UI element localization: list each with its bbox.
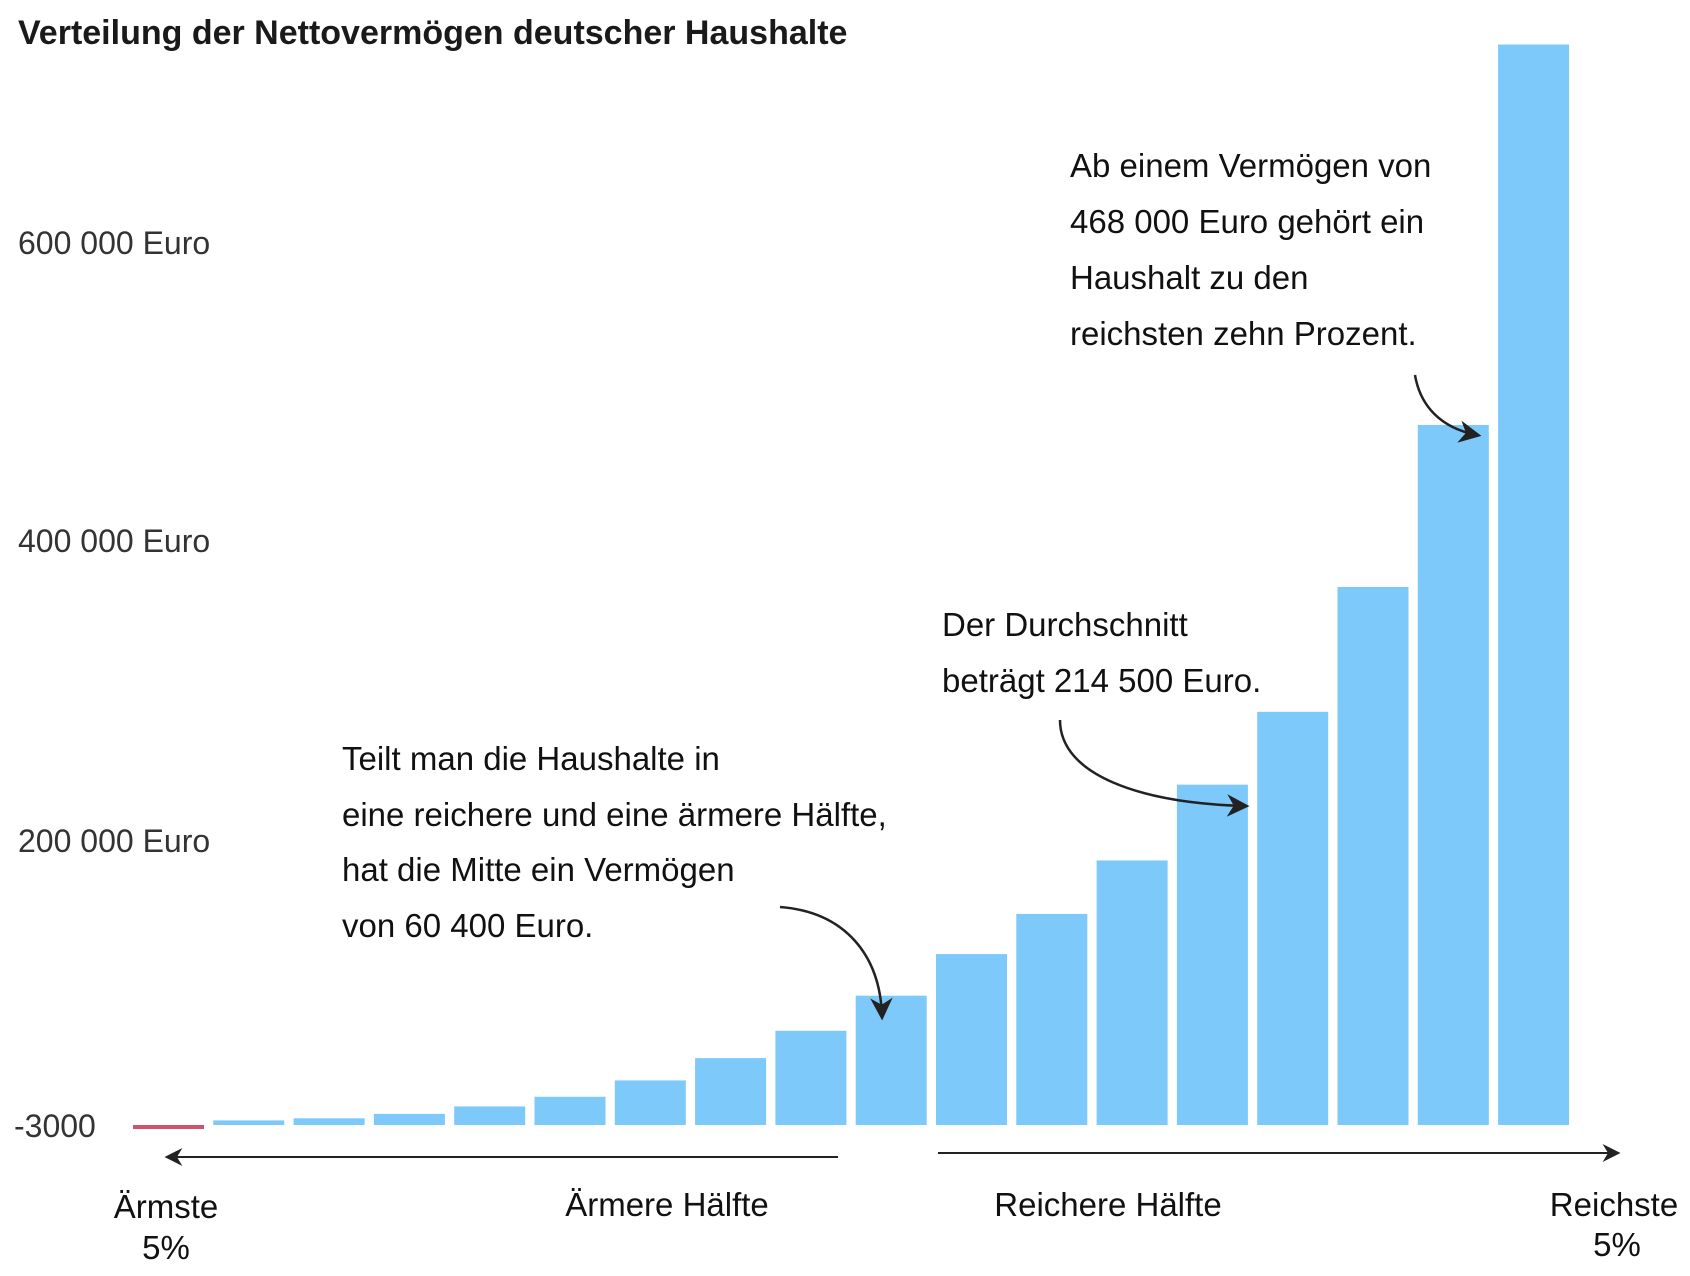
bar [373,1113,445,1125]
annotation-line: Haushalt zu den [1070,259,1309,296]
x-label-richest: 5% [1593,1226,1641,1263]
y-tick-label: 400 000 Euro [18,523,210,559]
bar [614,1080,686,1125]
bar [775,1030,847,1125]
x-label-poorest: Ärmste [114,1188,219,1225]
annotation-line: von 60 400 Euro. [342,907,593,944]
bar [855,995,927,1125]
bar [213,1120,285,1125]
annotation-line: hat die Mitte ein Vermögen [342,851,735,888]
y-tick-label: 200 000 Euro [18,823,210,859]
x-label-poorest: 5% [142,1229,190,1266]
x-label-poorer-half: Ärmere Hälfte [565,1186,769,1223]
bar [1016,913,1088,1125]
bar [1337,586,1409,1125]
annotation-line: Teilt man die Haushalte in [342,740,720,777]
bar [1176,784,1248,1125]
annotation-arrow [1413,374,1482,443]
annotation-arrow [1058,719,1250,817]
annotation-top10: Ab einem Vermögen von 468 000 Euro gehör… [1070,147,1482,443]
bar [1498,44,1570,1126]
bar [454,1106,526,1125]
annotation-line: beträgt 214 500 Euro. [942,662,1261,699]
bar [534,1096,606,1125]
annotation-line: Ab einem Vermögen von [1070,147,1431,184]
annotation-line: eine reichere und eine ärmere Hälfte, [342,796,887,833]
annotation-line: reichsten zehn Prozent. [1070,315,1417,352]
bar [1417,424,1489,1125]
annotation-mean: Der Durchschnitt beträgt 214 500 Euro. [942,606,1261,817]
y-tick-label: 600 000 Euro [18,225,210,261]
bar [1257,711,1329,1125]
annotation-arrow [779,905,893,1021]
x-label-richest: Reichste [1550,1186,1678,1223]
annotation-line: Der Durchschnitt [942,606,1188,643]
bar [293,1118,365,1125]
chart-title: Verteilung der Nettovermögen deutscher H… [18,14,847,52]
x-label-richer-half: Reichere Hälfte [994,1186,1221,1223]
annotation-median: Teilt man die Haushalte in eine reichere… [342,740,893,1021]
y-tick-label: -3000 [14,1108,96,1144]
bar [1096,860,1168,1125]
bar [936,954,1007,1125]
bars [133,44,1570,1129]
annotation-line: 468 000 Euro gehört ein [1070,203,1424,240]
bar [695,1058,767,1125]
y-axis-ticks: 600 000 Euro 400 000 Euro 200 000 Euro -… [14,225,210,1144]
